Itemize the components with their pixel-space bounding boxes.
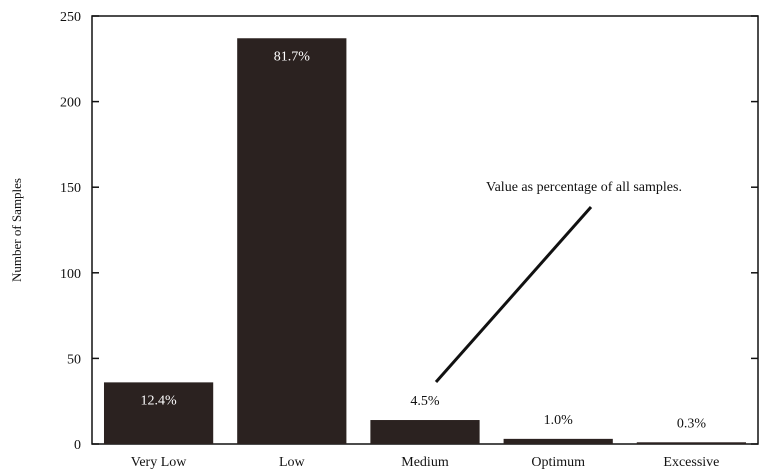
y-tick-label: 50: [67, 352, 81, 367]
plot-frame: [91, 15, 759, 445]
y-tick-label: 250: [60, 10, 81, 25]
data-label: 4.5%: [410, 394, 440, 409]
x-tick-label: Medium: [401, 455, 449, 470]
bar: [370, 420, 480, 444]
bars: [103, 38, 747, 444]
data-label: 81.7%: [274, 49, 311, 64]
y-tick-label: 0: [74, 438, 81, 453]
bar: [503, 438, 613, 444]
y-axis-ticks: 0 50 100 150 200 250: [60, 10, 758, 453]
bar: [237, 38, 347, 444]
y-tick-label: 100: [60, 267, 81, 282]
y-tick-label: 200: [60, 96, 81, 111]
annotation-text: Value as percentage of all samples.: [486, 180, 682, 195]
data-labels: 12.4% 81.7% 4.5% 1.0% 0.3%: [141, 49, 707, 431]
data-label: 12.4%: [141, 393, 178, 408]
x-tick-label: Excessive: [663, 455, 719, 470]
x-tick-label: Very Low: [131, 455, 187, 470]
annotation-line: [434, 206, 593, 383]
data-label: 0.3%: [677, 416, 707, 431]
x-tick-label: Optimum: [531, 455, 585, 470]
x-tick-label: Low: [279, 455, 306, 470]
x-axis-labels: Very Low Low Medium Optimum Excessive: [131, 455, 720, 470]
bar: [103, 382, 214, 444]
y-axis-label: Number of Samples: [9, 178, 24, 282]
data-label: 1.0%: [544, 413, 574, 428]
bar: [636, 442, 747, 444]
y-tick-label: 150: [60, 181, 81, 196]
